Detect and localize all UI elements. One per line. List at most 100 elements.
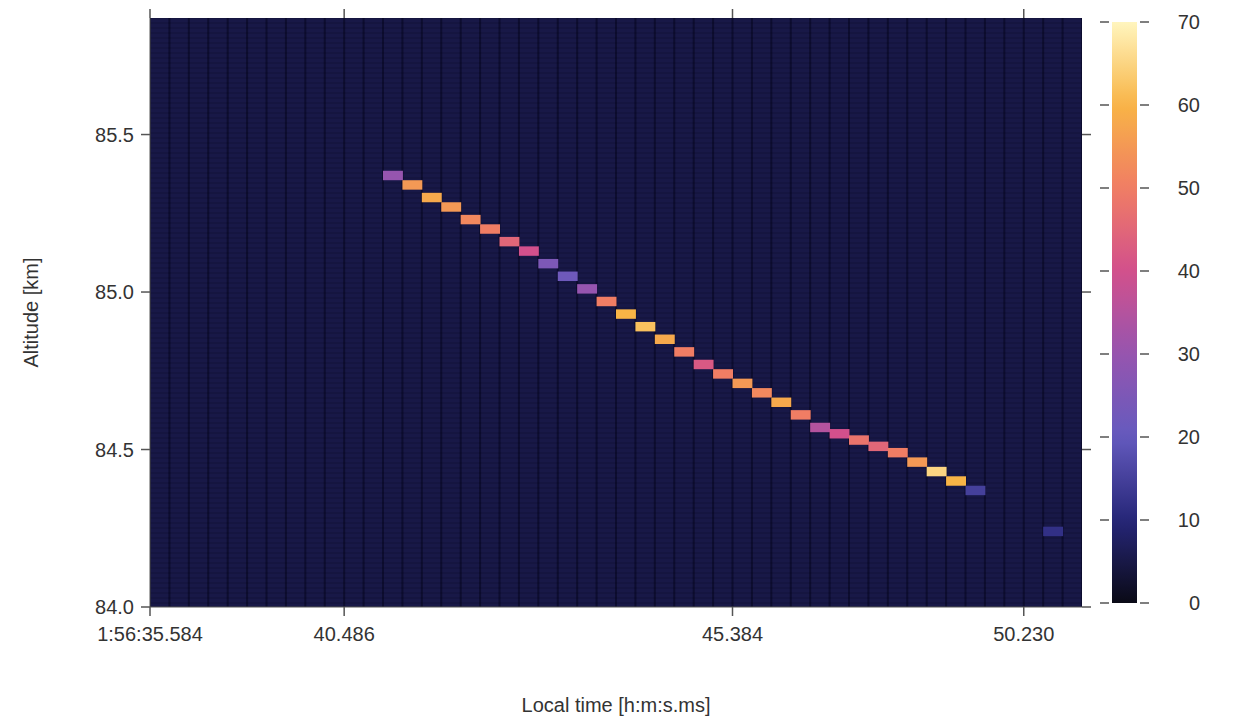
heat-cell: [383, 171, 403, 180]
heat-cell: [733, 379, 753, 388]
stripe: [150, 173, 1082, 174]
colorbar-tick: [1140, 353, 1149, 355]
stripe: [150, 553, 1082, 554]
stripe: [150, 598, 1082, 599]
stripe: [150, 433, 1082, 434]
stripe: [150, 568, 1082, 569]
colorbar-tick: [1100, 602, 1109, 604]
stripe: [150, 108, 1082, 109]
y-tick: [1082, 606, 1091, 608]
stripe: [150, 128, 1082, 129]
stripe: [150, 68, 1082, 69]
stripe: [150, 138, 1082, 139]
y-axis-title: Altitude [km]: [20, 257, 42, 367]
stripe: [150, 443, 1082, 444]
heat-cell: [461, 215, 481, 224]
heat-cell: [577, 284, 597, 293]
stripe: [150, 428, 1082, 429]
colorbar-tick-label: 20: [1178, 426, 1200, 448]
stripe: [150, 293, 1082, 294]
stripe: [150, 183, 1082, 184]
heat-cell: [830, 429, 850, 438]
stripe: [150, 403, 1082, 404]
stripe: [150, 253, 1082, 254]
colorbar-tick: [1140, 21, 1149, 23]
stripe: [150, 123, 1082, 124]
heat-cell: [500, 237, 520, 246]
colorbar-tick: [1100, 519, 1109, 521]
stripe: [150, 588, 1082, 589]
stripe: [150, 543, 1082, 544]
x-tick: [732, 9, 734, 18]
heat-cell: [771, 398, 791, 407]
stripe: [150, 503, 1082, 504]
colorbar-tick-label: 30: [1178, 343, 1200, 365]
heat-cell: [655, 335, 675, 344]
stripe: [150, 78, 1082, 79]
plot-area: [150, 18, 1082, 607]
heat-cell: [810, 423, 830, 432]
stripe: [150, 348, 1082, 349]
heat-cell: [752, 388, 772, 397]
axes: 1:56:35.58440.48645.38450.23084.084.585.…: [95, 9, 1091, 645]
colorbar-tick: [1100, 187, 1109, 189]
heat-cell: [868, 442, 888, 451]
stripe: [150, 238, 1082, 239]
heat-cell: [480, 224, 500, 233]
stripe: [150, 118, 1082, 119]
x-tick: [343, 9, 345, 18]
stripe: [150, 73, 1082, 74]
heat-cell: [422, 193, 442, 202]
stripe: [150, 278, 1082, 279]
stripe: [150, 273, 1082, 274]
y-tick: [141, 449, 150, 451]
colorbar-tick-label: 60: [1178, 94, 1200, 116]
stripe: [150, 343, 1082, 344]
stripe: [150, 268, 1082, 269]
stripe: [150, 163, 1082, 164]
stripe: [150, 488, 1082, 489]
stripe: [150, 203, 1082, 204]
stripe: [150, 48, 1082, 49]
stripe: [150, 158, 1082, 159]
stripe: [150, 483, 1082, 484]
stripe: [150, 498, 1082, 499]
y-tick: [1082, 449, 1091, 451]
heat-cell: [558, 272, 578, 281]
stripe: [150, 558, 1082, 559]
x-tick: [732, 607, 734, 616]
stripe: [150, 18, 1082, 19]
stripe: [150, 463, 1082, 464]
stripe: [150, 23, 1082, 24]
stripe: [150, 418, 1082, 419]
heat-cell: [538, 259, 558, 268]
heat-cell: [597, 297, 617, 306]
y-tick-label: 84.5: [95, 439, 134, 461]
stripe: [150, 38, 1082, 39]
stripe: [150, 113, 1082, 114]
chart: 1:56:35.58440.48645.38450.23084.084.585.…: [0, 0, 1260, 724]
stripe: [150, 133, 1082, 134]
heat-cell: [519, 246, 539, 255]
stripe: [150, 243, 1082, 244]
heat-cell: [713, 369, 733, 378]
stripe: [150, 143, 1082, 144]
stripe: [150, 168, 1082, 169]
colorbar-tick-label: 50: [1178, 177, 1200, 199]
x-tick-label: 45.384: [702, 623, 763, 645]
colorbar-tick: [1100, 21, 1109, 23]
stripe: [150, 258, 1082, 259]
stripe: [150, 413, 1082, 414]
stripe: [150, 28, 1082, 29]
stripe: [150, 288, 1082, 289]
stripe: [150, 508, 1082, 509]
stripe: [150, 33, 1082, 34]
stripe: [150, 423, 1082, 424]
stripe: [150, 388, 1082, 389]
stripe: [150, 198, 1082, 199]
stripe: [150, 53, 1082, 54]
stripe: [150, 188, 1082, 189]
x-tick: [343, 607, 345, 616]
heat-cell: [616, 309, 636, 318]
heat-cell: [946, 476, 966, 485]
